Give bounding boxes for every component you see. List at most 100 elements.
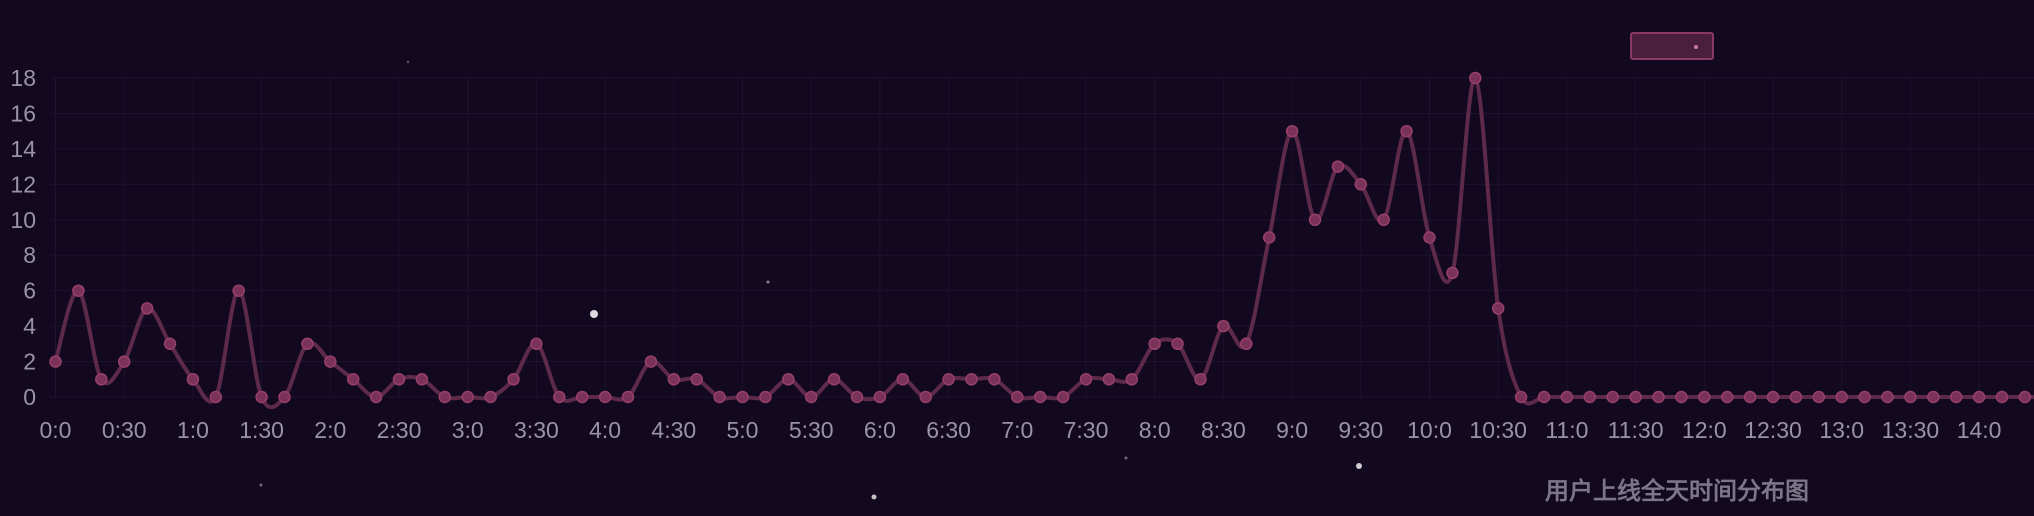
- data-point[interactable]: [1194, 373, 1207, 386]
- data-point[interactable]: [1377, 213, 1390, 227]
- data-point[interactable]: [598, 390, 612, 404]
- data-point[interactable]: [232, 284, 245, 297]
- data-point[interactable]: [186, 373, 200, 386]
- data-point[interactable]: [850, 390, 864, 404]
- data-point[interactable]: [1423, 231, 1436, 244]
- data-point[interactable]: [163, 337, 177, 351]
- background-star: [1356, 463, 1362, 469]
- data-point[interactable]: [1972, 390, 1986, 404]
- legend[interactable]: [1630, 32, 1714, 60]
- data-point[interactable]: [621, 390, 635, 404]
- data-point[interactable]: [255, 390, 268, 404]
- x-tick-label: 11:30: [1608, 417, 1664, 443]
- data-point[interactable]: [1560, 390, 1574, 404]
- data-point[interactable]: [2018, 390, 2032, 404]
- y-tick-label: 16: [10, 100, 36, 126]
- data-point[interactable]: [1079, 373, 1093, 386]
- data-point[interactable]: [644, 355, 658, 368]
- data-point[interactable]: [346, 373, 360, 386]
- data-point[interactable]: [736, 390, 749, 404]
- data-point[interactable]: [759, 390, 772, 404]
- data-point[interactable]: [1812, 390, 1826, 404]
- data-point[interactable]: [667, 373, 681, 386]
- data-point[interactable]: [49, 355, 62, 368]
- data-point[interactable]: [873, 390, 887, 404]
- data-point[interactable]: [1675, 390, 1688, 404]
- data-point[interactable]: [461, 390, 474, 404]
- data-point[interactable]: [919, 390, 932, 404]
- data-point[interactable]: [1171, 337, 1184, 351]
- data-point[interactable]: [965, 373, 978, 386]
- data-point[interactable]: [507, 373, 520, 386]
- data-point[interactable]: [1056, 390, 1070, 404]
- data-point[interactable]: [1835, 390, 1848, 404]
- data-point[interactable]: [1629, 390, 1642, 404]
- data-point[interactable]: [1949, 390, 1963, 404]
- data-point[interactable]: [324, 355, 337, 368]
- data-point[interactable]: [530, 337, 543, 351]
- data-point[interactable]: [1583, 390, 1597, 404]
- legend-swatch-icon[interactable]: [1630, 32, 1714, 60]
- data-point[interactable]: [1102, 373, 1116, 386]
- data-point[interactable]: [553, 390, 566, 404]
- data-point[interactable]: [1148, 337, 1161, 351]
- data-point[interactable]: [209, 390, 223, 404]
- grid-lines: [50, 77, 2034, 398]
- data-point[interactable]: [95, 373, 108, 386]
- data-point[interactable]: [1514, 390, 1528, 404]
- data-point[interactable]: [1400, 124, 1413, 138]
- data-point[interactable]: [1698, 390, 1711, 404]
- data-point[interactable]: [896, 373, 910, 386]
- data-point[interactable]: [1927, 390, 1940, 404]
- series-line: [53, 75, 2034, 410]
- data-point[interactable]: [1469, 71, 1482, 85]
- data-point[interactable]: [72, 284, 85, 297]
- data-point[interactable]: [1652, 390, 1665, 404]
- data-point[interactable]: [713, 390, 726, 404]
- data-point[interactable]: [942, 373, 955, 386]
- data-point[interactable]: [438, 390, 452, 404]
- data-point[interactable]: [301, 337, 314, 351]
- data-point[interactable]: [1354, 178, 1368, 191]
- data-point[interactable]: [1446, 266, 1459, 280]
- data-point[interactable]: [117, 355, 131, 368]
- data-point[interactable]: [415, 373, 429, 386]
- data-point[interactable]: [1011, 390, 1024, 404]
- data-point[interactable]: [1491, 302, 1505, 315]
- x-tick-label: 2:30: [377, 417, 422, 443]
- data-point[interactable]: [1033, 390, 1047, 404]
- data-point[interactable]: [575, 390, 589, 404]
- data-point[interactable]: [484, 390, 497, 404]
- data-point[interactable]: [278, 390, 291, 404]
- data-point[interactable]: [1217, 319, 1230, 333]
- data-point[interactable]: [1308, 213, 1322, 227]
- data-point[interactable]: [827, 373, 841, 386]
- data-point[interactable]: [1995, 390, 2009, 404]
- data-point[interactable]: [1606, 390, 1619, 404]
- data-point[interactable]: [1537, 390, 1551, 404]
- x-tick-label: 9:30: [1338, 417, 1383, 443]
- data-point[interactable]: [1789, 390, 1803, 404]
- data-point[interactable]: [1285, 124, 1299, 138]
- data-point[interactable]: [1743, 390, 1757, 404]
- background-star: [766, 280, 770, 284]
- data-point[interactable]: [1858, 390, 1871, 404]
- data-point[interactable]: [782, 373, 795, 386]
- data-point[interactable]: [369, 390, 383, 404]
- data-point[interactable]: [140, 302, 154, 315]
- chart-caption: 用户上线全天时间分布图: [1545, 477, 1809, 505]
- data-point[interactable]: [804, 390, 818, 404]
- data-point[interactable]: [1262, 231, 1276, 244]
- data-point[interactable]: [392, 373, 406, 386]
- data-point[interactable]: [1331, 160, 1345, 173]
- data-point[interactable]: [1125, 373, 1139, 386]
- y-axis: 0 2 4 6 8 10 12 14 16 18: [10, 65, 36, 410]
- data-point[interactable]: [1766, 390, 1780, 404]
- data-point[interactable]: [988, 373, 1001, 386]
- data-point[interactable]: [1881, 390, 1894, 404]
- x-tick-label: 1:0: [177, 417, 209, 443]
- data-point[interactable]: [1904, 390, 1917, 404]
- data-point[interactable]: [1720, 390, 1734, 404]
- data-point[interactable]: [1240, 337, 1253, 351]
- data-point[interactable]: [690, 373, 703, 386]
